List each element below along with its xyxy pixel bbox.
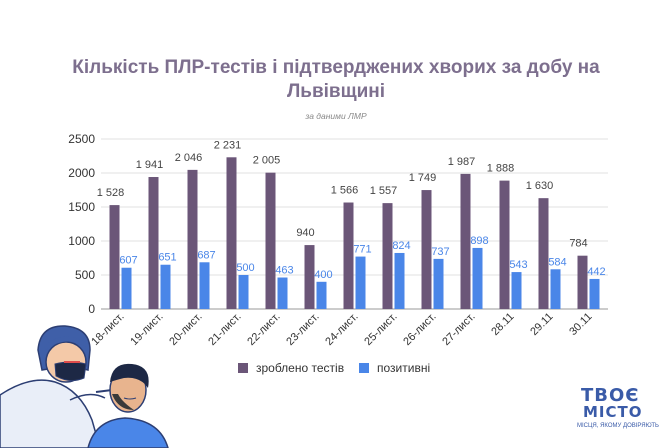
data-label-positive: 687 [197,249,215,261]
x-tick-label: 22-лист. [245,311,282,348]
data-label-positive: 500 [236,262,254,274]
bar-positive [121,267,132,309]
bar-positive [472,247,483,309]
bar-positive [160,264,171,309]
y-tick-label: 500 [75,268,95,282]
data-label-positive: 463 [275,265,293,277]
data-label-tests: 1 566 [331,185,359,197]
data-label-positive: 584 [548,256,566,268]
legend-swatch-tests [238,363,248,373]
x-tick-label: 29.11 [528,311,555,338]
bar-positive [589,278,600,309]
data-label-positive: 737 [431,246,449,258]
x-tick-label: 27-лист. [440,311,477,348]
data-label-tests: 784 [569,238,587,250]
data-label-positive: 898 [470,235,488,247]
bar-positive [511,272,522,309]
bar-tests [499,180,510,309]
y-tick-label: 1000 [68,234,95,248]
x-tick-label: 25-лист. [362,311,399,348]
data-label-tests: 1 528 [97,187,125,199]
bar-positive [238,275,249,309]
data-label-tests: 1 630 [526,180,554,192]
bar-positive [550,269,561,309]
data-label-positive: 651 [158,252,176,264]
data-label-positive: 824 [392,240,410,252]
data-label-tests: 1 557 [370,185,398,197]
data-label-positive: 607 [119,255,137,267]
bar-tests [382,203,393,309]
data-label-positive: 442 [587,266,605,278]
y-tick-label: 0 [88,302,95,316]
chart-subtitle: за даними ЛМР [305,111,367,121]
bar-tests [187,169,198,309]
legend-label-positive: позитивні [377,361,430,375]
data-label-tests: 1 749 [409,172,437,184]
data-label-positive: 400 [314,269,332,281]
y-tick-label: 1500 [68,200,95,214]
x-tick-label: 24-лист. [323,311,360,348]
bar-tests [421,190,432,309]
bar-tests [226,157,237,309]
bar-positive [199,262,210,309]
bar-positive [355,256,366,309]
logo-line-2: МІСТО [583,403,643,421]
x-tick-label: 28.11 [489,311,516,338]
bar-tests [304,245,315,309]
data-label-tests: 1 987 [448,156,476,168]
bar-positive [277,277,288,309]
bar-tests [148,177,159,309]
bar-positive [316,281,327,309]
bar-tests [265,172,276,309]
y-tick-label: 2500 [68,132,95,146]
bar-tests [109,205,120,309]
y-tick-label: 2000 [68,166,95,180]
data-label-tests: 1 941 [136,159,164,171]
data-label-tests: 940 [296,227,314,239]
data-label-tests: 1 888 [487,163,515,175]
bar-tests [460,173,471,309]
bar-tests [577,255,588,309]
x-tick-label: 23-лист. [284,311,321,348]
x-tick-label: 21-лист. [206,311,243,348]
tvoie-misto-logo: ТВОЄ МІСТО МІСЦЯ, ЯКОМУ ДОВІРЯЮТЬ [577,385,663,437]
data-label-tests: 2 005 [253,155,281,167]
logo-line-1: ТВОЄ [581,385,640,406]
data-label-positive: 543 [509,259,527,271]
bar-positive [394,252,405,309]
chart-title: Кількість ПЛР-тестів і підтверджених хво… [72,57,600,102]
bar-positive [433,258,444,309]
data-label-tests: 2 231 [214,139,242,151]
bar-tests [343,202,354,309]
bar-tests [538,198,549,309]
doctor-testing-illustration [0,325,169,448]
data-label-positive: 771 [353,244,371,256]
x-tick-label: 30.11 [567,311,594,338]
logo-tagline: МІСЦЯ, ЯКОМУ ДОВІРЯЮТЬ [577,423,659,429]
x-tick-label: 26-лист. [401,311,438,348]
legend-label-tests: зроблено тестів [256,361,344,375]
legend-swatch-positive [359,363,369,373]
data-label-tests: 2 046 [175,152,203,164]
